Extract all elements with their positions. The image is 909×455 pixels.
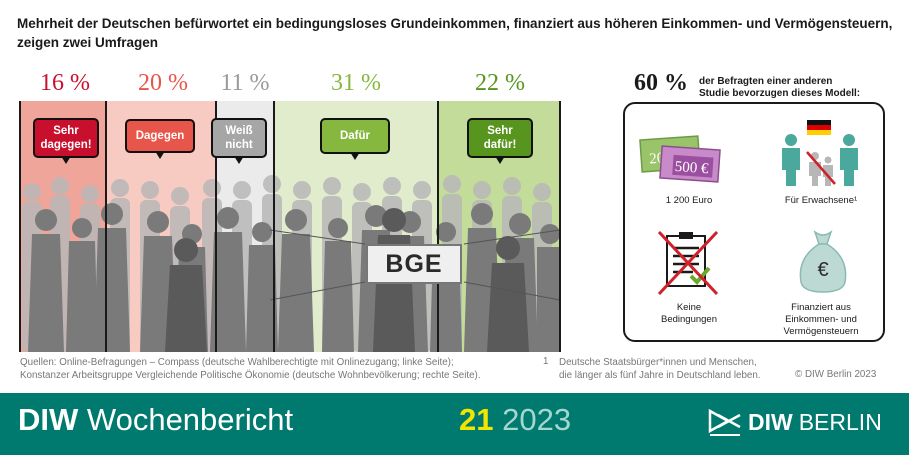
crowd-silhouettes bbox=[22, 175, 560, 352]
bubble-sehr-dafuer: Sehr dafür! bbox=[467, 118, 533, 164]
divider-right-edge bbox=[559, 101, 561, 352]
page-title: Mehrheit der Deutschen befürwortet ein b… bbox=[17, 14, 897, 52]
money-bag-icon: € bbox=[799, 229, 847, 293]
bge-sign: BGE bbox=[366, 244, 462, 284]
sources-line-2: Konstanzer Arbeitsgruppe Vergleichende P… bbox=[20, 370, 481, 381]
publication-name: DIW Wochenbericht bbox=[18, 402, 293, 438]
percent-dagegen: 20 % bbox=[138, 70, 188, 96]
money-bills-icon: 200 € 500 € bbox=[639, 135, 721, 183]
sources-note: Quellen: Online-Befragungen – Compass (d… bbox=[20, 356, 481, 382]
sources-line-1: Quellen: Online-Befragungen – Compass (d… bbox=[20, 357, 454, 368]
financing-label-line-3: Vermögensteuern bbox=[783, 326, 859, 337]
footnote-number: 1 bbox=[543, 356, 549, 367]
divider-3 bbox=[273, 101, 275, 352]
financing-label-line-1: Finanziert aus bbox=[791, 302, 851, 313]
bubble-dagegen-label: Dagegen bbox=[135, 130, 185, 142]
issue-year: 2023 bbox=[502, 402, 572, 437]
divider-1 bbox=[105, 101, 107, 352]
model-panel: 200 € 500 € 1 200 Euro Für Erwachsene¹ K… bbox=[623, 102, 885, 342]
diw-berlin-logo: DIW BERLIN bbox=[708, 407, 882, 437]
bubble-weiss-nicht-label: Weiß nicht bbox=[225, 125, 253, 151]
copyright: © DIW Berlin 2023 bbox=[795, 369, 877, 380]
bubble-weiss-nicht: Weiß nicht bbox=[211, 118, 267, 164]
bubble-sehr-dagegen: Sehr dagegen! bbox=[33, 118, 99, 164]
bubble-sehr-dafuer-label: Sehr dafür! bbox=[483, 125, 517, 151]
side-description-line-2: Studie bevorzugen dieses Modell: bbox=[699, 88, 861, 99]
issue-info: 21 2023 bbox=[459, 402, 571, 438]
logo-text-bold: DIW bbox=[748, 408, 793, 435]
percent-dafuer: 31 % bbox=[331, 70, 381, 96]
side-description: der Befragten einer anderen Studie bevor… bbox=[699, 76, 860, 100]
conditions-label-line-2: Bedingungen bbox=[661, 314, 717, 325]
divider-4 bbox=[437, 101, 439, 352]
bubble-dagegen: Dagegen bbox=[125, 119, 195, 159]
financing-label: Finanziert aus Einkommen- und Vermögenst… bbox=[761, 302, 881, 338]
footnote-text: Deutsche Staatsbürger*innen und Menschen… bbox=[559, 356, 761, 382]
bubble-sehr-dagegen-label: Sehr dagegen! bbox=[40, 125, 92, 151]
footnote-line-2: die länger als fünf Jahre in Deutschland… bbox=[559, 370, 761, 381]
no-conditions-icon bbox=[657, 230, 719, 296]
diw-logo-icon bbox=[708, 408, 741, 436]
percent-weiss-nicht: 11 % bbox=[220, 70, 270, 96]
adults-label: Für Erwachsene¹ bbox=[784, 195, 858, 206]
title-line-1: Mehrheit der Deutschen befürwortet ein b… bbox=[17, 16, 893, 31]
footnote-line-1: Deutsche Staatsbürger*innen und Menschen… bbox=[559, 357, 757, 368]
side-description-line-1: der Befragten einer anderen bbox=[699, 76, 833, 87]
title-line-2: zeigen zwei Umfragen bbox=[17, 35, 159, 50]
brand-bar bbox=[0, 393, 909, 455]
adults-icon bbox=[782, 120, 858, 186]
conditions-label: Keine Bedingungen bbox=[629, 302, 749, 326]
logo-text: DIW BERLIN bbox=[748, 409, 882, 436]
publication-name-rest: Wochenbericht bbox=[86, 402, 294, 437]
divider-2 bbox=[215, 101, 217, 352]
percent-sehr-dagegen: 16 % bbox=[40, 70, 90, 96]
side-percent: 60 % bbox=[634, 70, 688, 96]
bubble-dafuer-label: Dafür bbox=[339, 130, 371, 142]
money-label: 1 200 Euro bbox=[665, 195, 713, 206]
conditions-label-line-1: Keine bbox=[676, 302, 702, 313]
euro-symbol: € bbox=[817, 259, 828, 281]
issue-number: 21 bbox=[459, 402, 494, 437]
divider-left-edge bbox=[19, 101, 21, 352]
bubble-dafuer: Dafür bbox=[320, 118, 390, 160]
bill-500-label: 500 € bbox=[674, 159, 709, 177]
percent-sehr-dafuer: 22 % bbox=[475, 70, 525, 96]
logo-text-light: BERLIN bbox=[798, 408, 882, 435]
financing-label-line-2: Einkommen- und bbox=[785, 314, 857, 325]
publication-name-bold: DIW bbox=[18, 402, 79, 437]
